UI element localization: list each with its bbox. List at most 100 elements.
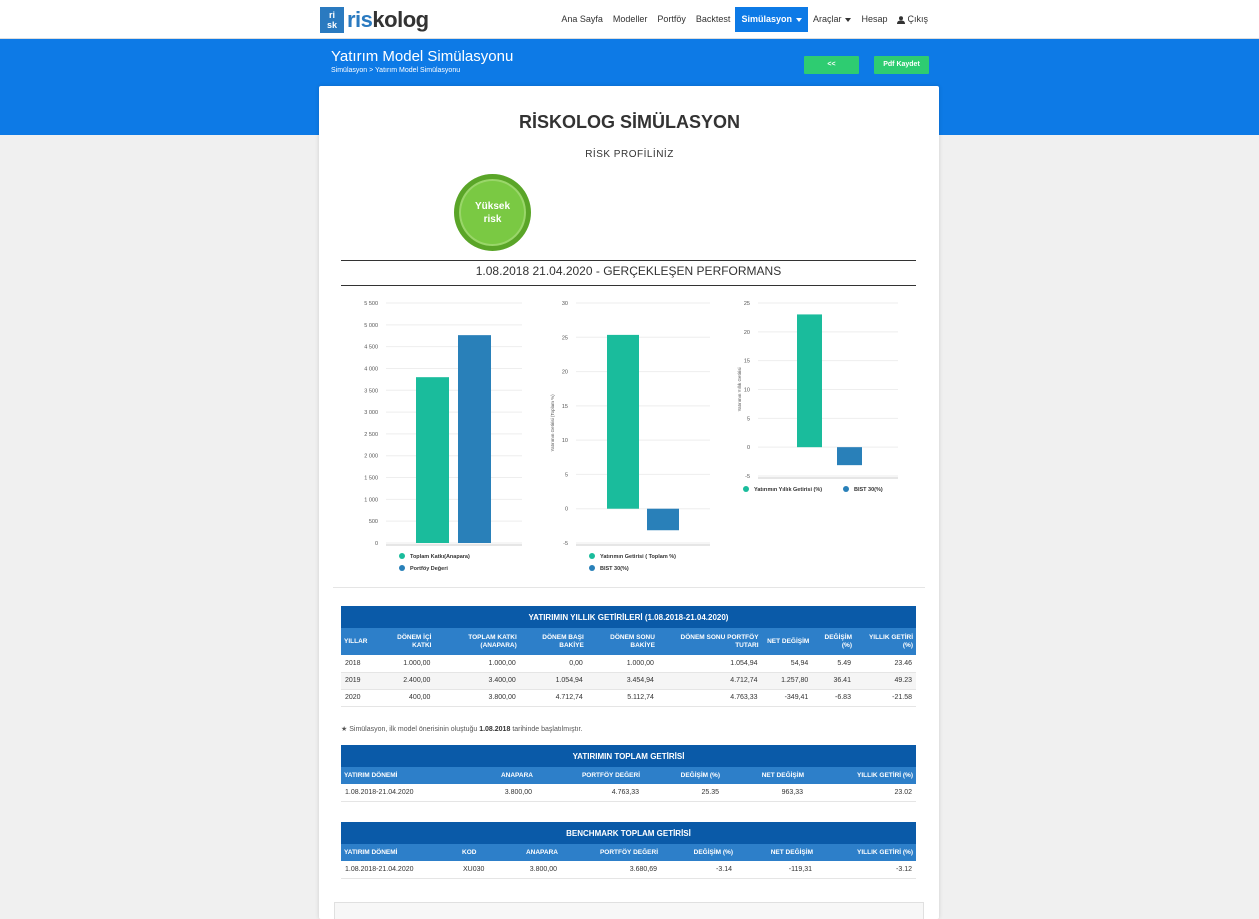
column-header: TOPLAM KATKI (ANAPARA) [434,628,520,655]
risk-badge: Yüksek risk [454,174,531,251]
report-title: RİSKOLOG SİMÜLASYON [518,112,740,132]
column-header: DÖNEM SONU BAKİYE [586,628,658,655]
column-header: YATIRIM DÖNEMİ [341,844,459,861]
y-tick-label: 5 000 [364,323,378,329]
nav-item-modeller[interactable]: Modeller [608,7,653,32]
table-cell: 0,00 [519,655,587,673]
main-nav: Ana Sayfa Modeller Portföy Backtest Simü… [556,7,933,32]
table-cell: 36.41 [812,672,855,690]
risk-badge-line2: risk [483,213,502,225]
bar-1[interactable] [458,335,491,543]
column-header: NET DEĞİŞİM [736,844,816,861]
table-cell: 54,94 [761,655,813,673]
yearly-returns-table: YATIRIMIN YILLIK GETİRİLERİ (1.08.2018-2… [341,606,916,707]
nav-item-backtest[interactable]: Backtest [691,7,736,32]
table-caption: BENCHMARK TOPLAM GETİRİSİ [341,822,916,844]
y-tick-label: 25 [744,301,750,307]
y-tick-label: 0 [375,541,378,547]
table-cell: 2018 [341,655,374,673]
table-cell: 1.000,00 [586,655,658,673]
y-tick-label: 3 500 [364,388,378,394]
legend-label[interactable]: BIST 30(%) [600,566,629,572]
y-tick-label: 1 500 [364,476,378,482]
table-caption: YATIRIMIN YILLIK GETİRİLERİ (1.08.2018-2… [341,606,916,628]
benchmark-return-table: BENCHMARK TOPLAM GETİRİSİ YATIRIM DÖNEMİ… [341,822,916,879]
bar-0[interactable] [607,334,639,509]
logo-mark-bottom: sk [326,20,337,30]
logo-text-a: ris [347,7,373,32]
table-cell: 3.680,69 [561,861,661,879]
nav-item-portfoy[interactable]: Portföy [652,7,691,32]
bar-1[interactable] [837,447,862,466]
table-cell: 1.000,00 [434,655,520,673]
column-header: ANAPARA [461,767,536,784]
table-cell: -3.12 [816,861,916,879]
nav-item-ana-sayfa[interactable]: Ana Sayfa [556,7,608,32]
table-cell: 23.46 [854,655,916,673]
y-tick-label: 20 [562,370,568,376]
legend-label[interactable]: Toplam Katkı(Anapara) [410,554,470,560]
logo[interactable]: ri sk riskolog [320,7,429,33]
legend-label[interactable]: Portföy Değeri [410,566,448,572]
chart-total-return: -5 0 5 10 15 20 25 30 Yatırımın Getirisi (Toplam… [550,301,710,572]
column-header: NET DEĞİŞİM [723,767,807,784]
table-row: 2018 1.000,00 1.000,00 0,00 1.000,00 1.054,94… [341,655,916,673]
table-cell: 4.763,33 [657,689,762,707]
bar-0[interactable] [416,377,449,543]
table-cell: 2.400,00 [373,672,435,690]
nav-label: Backtest [695,14,731,24]
user-icon [897,15,906,24]
nav-item-simulasyon[interactable]: Simülasyon [735,7,808,32]
back-button[interactable]: << [804,56,859,74]
legend-label[interactable]: Yatırımın Getirisi ( Toplam %) [600,554,676,560]
y-tick-label: 5 [747,416,750,422]
y-tick-label: 0 [565,507,568,513]
table-row: 2020 400,00 3.800,00 4.712,74 5.112,74 4.763,… [341,689,916,707]
y-tick-label: 10 [562,438,568,444]
column-header: YILLIK GETİRİ (%) [854,628,916,655]
bottom-panel [334,902,924,919]
table-row: 1.08.2018-21.04.2020 XU030 3.800,00 3.680,6… [341,861,916,879]
bar-1[interactable] [647,508,679,531]
bar-0[interactable] [797,314,822,448]
note-text: tarihinde başlatılmıştır. [512,726,583,733]
column-header: DEĞİŞİM (%) [661,844,736,861]
column-header: DÖNEM SONU PORTFÖY TUTARI [657,628,762,655]
nav-label: Çıkış [907,14,928,24]
legend-marker [843,486,849,492]
table-cell: 3.454,94 [586,672,658,690]
y-tick-label: 500 [369,519,378,525]
risk-badge-line1: Yüksek [474,200,511,212]
column-header: YATIRIM DÖNEMİ [341,767,461,784]
table-cell: 49.23 [854,672,916,690]
column-header: YILLAR [341,628,374,655]
y-tick-label: 15 [562,404,568,410]
y-axis-label: Yatırımın Getirisi (Toplam %) [550,394,555,452]
table-cell: 5.112,74 [586,689,658,707]
nav-item-hesap[interactable]: Hesap [856,7,892,32]
top-navbar: ri sk riskolog Ana Sayfa Modeller Portfö… [0,0,1259,39]
column-header: NET DEĞİŞİM [761,628,813,655]
table-cell: 4.712,74 [519,689,587,707]
column-header: YILLIK GETİRİ (%) [816,844,916,861]
y-tick-label: 20 [744,330,750,336]
nav-item-araclar[interactable]: Araçlar [808,7,857,32]
table-cell: 1.08.2018-21.04.2020 [341,861,459,879]
pdf-save-button[interactable]: Pdf Kaydet [874,56,929,74]
y-tick-label: 2 000 [364,454,378,460]
y-tick-label: 15 [744,359,750,365]
y-tick-label: 5 500 [364,301,378,307]
nav-item-logout[interactable]: Çıkış [892,7,933,32]
legend-marker [399,565,405,571]
divider [341,260,916,261]
legend-label[interactable]: Yatırımın Yıllık Getirisi (%) [754,487,822,493]
y-tick-label: 5 [565,472,568,478]
y-tick-label: 30 [562,301,568,307]
simulation-note: ★ Simülasyon, ilk model önerisinin oluşt… [341,725,582,733]
page-title: Yatırım Model Simülasyonu [331,48,514,65]
legend-label[interactable]: BIST 30(%) [854,487,883,493]
table-cell: 2019 [341,672,374,690]
table-cell: 400,00 [373,689,435,707]
table-cell: 4.712,74 [657,672,762,690]
column-header: DÖNEM BAŞI BAKİYE [519,628,587,655]
